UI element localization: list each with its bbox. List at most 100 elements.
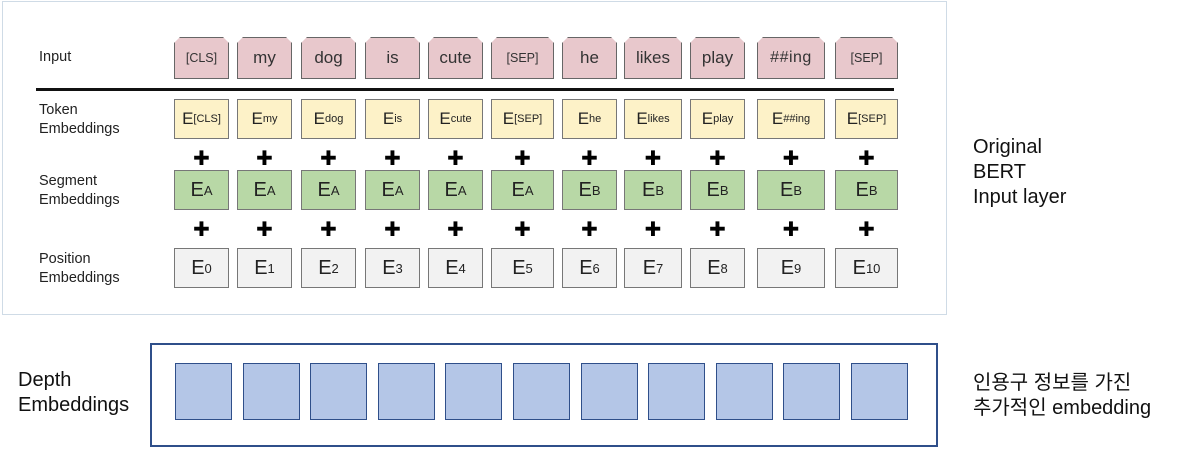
input-token: [CLS] — [174, 37, 229, 79]
plus-icon: ✚ — [581, 219, 598, 241]
input-token: my — [237, 37, 292, 79]
depth-embedding-box — [310, 363, 368, 420]
embedding-subscript: 9 — [794, 260, 802, 276]
embedding-letter: E — [382, 109, 395, 128]
plus-icon: ✚ — [709, 219, 726, 241]
embedding-subscript: A — [394, 182, 404, 198]
embedding-letter: E — [191, 256, 205, 279]
embedding-letter: E — [313, 109, 325, 128]
position-embedding: E 10 — [835, 248, 898, 288]
input-token: play — [690, 37, 745, 79]
embedding-letter: E — [190, 178, 204, 201]
bert-caption-line3: Input layer — [973, 186, 1067, 208]
embedding-subscript: 4 — [458, 260, 466, 276]
depth-embedding-box — [445, 363, 503, 420]
input-token: [SEP] — [491, 37, 554, 79]
embedding-letter: E — [512, 256, 526, 279]
bert-input-panel — [2, 1, 947, 315]
embedding-subscript: B — [793, 182, 802, 198]
plus-icon: ✚ — [514, 219, 531, 241]
embedding-letter: E — [578, 178, 592, 201]
plus-icon: ✚ — [644, 219, 662, 241]
row-label-position-line1: Position — [39, 251, 91, 267]
embedding-subscript: dog — [324, 113, 344, 125]
row-label-segment: Segment Embeddings — [39, 172, 120, 210]
embedding-subscript: 10 — [865, 260, 881, 276]
input-token: ##ing — [757, 37, 825, 79]
depth-embeddings-panel — [150, 343, 938, 447]
input-token: dog — [301, 37, 356, 79]
embedding-letter: E — [577, 109, 590, 128]
embedding-subscript: 0 — [204, 260, 212, 276]
row-label-position-line2: Embeddings — [39, 270, 120, 286]
embedding-subscript: 8 — [720, 260, 728, 276]
separator-line — [36, 88, 894, 91]
embedding-subscript: 1 — [267, 260, 275, 276]
embedding-letter: E — [511, 178, 525, 201]
plus-icon: ✚ — [858, 219, 875, 241]
token-embedding: E [SEP] — [835, 99, 898, 139]
embedding-subscript: cute — [450, 113, 472, 125]
embedding-subscript: A — [330, 182, 340, 198]
embedding-subscript: he — [589, 113, 602, 125]
embedding-letter: E — [317, 178, 331, 201]
embedding-subscript: A — [524, 182, 534, 198]
input-token: he — [562, 37, 617, 79]
row-label-input: Input — [39, 48, 71, 67]
embedding-letter: E — [855, 178, 869, 201]
plus-icon: ✚ — [782, 148, 800, 170]
embedding-subscript: 6 — [592, 260, 600, 276]
embedding-letter: E — [382, 256, 396, 279]
depth-caption-line1: 인용구 정보를 가진 — [973, 372, 1132, 394]
depth-embedding-box — [715, 363, 773, 420]
embedding-subscript: is — [394, 113, 403, 125]
depth-label-line1: Depth — [18, 369, 72, 391]
plus-icon: ✚ — [644, 148, 662, 170]
embedding-subscript: B — [868, 182, 878, 198]
plus-icon: ✚ — [256, 219, 273, 241]
embedding-letter: E — [852, 256, 866, 279]
embedding-letter: E — [706, 178, 720, 201]
embedding-subscript: [CLS] — [193, 113, 221, 125]
token-embedding: E [SEP] — [491, 99, 554, 139]
plus-icon: ✚ — [858, 148, 875, 170]
embedding-subscript: A — [457, 182, 467, 198]
row-label-token-line2: Embeddings — [39, 121, 120, 137]
row-label-segment-line2: Embeddings — [39, 192, 120, 208]
plus-icon: ✚ — [447, 219, 464, 241]
token-embedding: E ##ing — [757, 99, 825, 139]
plus-icon: ✚ — [514, 148, 531, 170]
embedding-subscript: ##ing — [783, 113, 811, 125]
plus-icon: ✚ — [581, 148, 598, 170]
embedding-letter: E — [642, 256, 657, 279]
embedding-letter: E — [445, 256, 459, 279]
embedding-subscript: likes — [647, 113, 670, 125]
embedding-subscript: B — [655, 182, 664, 198]
depth-caption: 인용구 정보를 가진 추가적인 embedding — [973, 371, 1151, 421]
row-label-position: Position Embeddings — [39, 250, 120, 288]
bert-caption-line1: Original — [973, 136, 1042, 158]
embedding-letter: E — [444, 178, 458, 201]
input-token: [SEP] — [835, 37, 898, 79]
plus-icon: ✚ — [782, 219, 800, 241]
embedding-letter: E — [701, 109, 714, 128]
depth-embedding-box — [648, 363, 706, 420]
